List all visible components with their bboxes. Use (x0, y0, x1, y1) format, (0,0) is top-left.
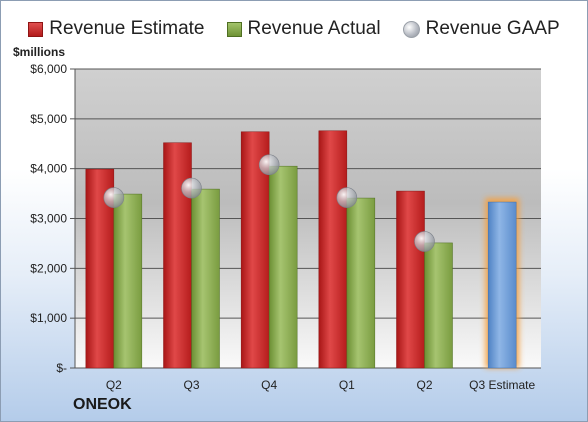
x-tick-label: Q4 (261, 378, 277, 392)
x-tick-label: Q1 (339, 378, 355, 392)
x-tick-label: Q2 (416, 378, 432, 392)
bar-revenue-actual (113, 193, 143, 369)
legend-swatch-gaap (402, 20, 420, 38)
x-tick-label: Q3 (183, 378, 199, 392)
bar-revenue-actual (268, 165, 298, 369)
y-tick-label: $1,000 (30, 311, 67, 325)
x-tick-label: Q2 (106, 378, 122, 392)
legend-entry-actual: Revenue Actual (226, 18, 381, 40)
legend-label-actual: Revenue Actual (247, 18, 381, 39)
bar-revenue-actual (191, 188, 220, 369)
marker-revenue-gaap (414, 231, 435, 252)
y-tick-label: $5,000 (30, 112, 67, 126)
y-tick-label: $2,000 (30, 261, 67, 275)
legend-swatch-actual (226, 21, 242, 37)
marker-revenue-gaap (103, 187, 125, 208)
legend-swatch-estimate (28, 21, 44, 37)
bar-revenue-estimate (318, 130, 348, 369)
y-tick-label: $- (56, 361, 67, 375)
legend-entry-estimate: Revenue Estimate (28, 18, 205, 40)
bar-revenue-actual (346, 197, 376, 369)
y-tick-label: $6,000 (30, 62, 67, 76)
legend: Revenue Estimate Revenue Actual Revenue … (1, 15, 587, 43)
bar-revenue-estimate (163, 142, 192, 369)
legend-entry-gaap: Revenue GAAP (402, 18, 560, 40)
legend-label-estimate: Revenue Estimate (49, 18, 205, 39)
x-tick-label: Q3 Estimate (469, 378, 535, 392)
y-tick-label: $4,000 (30, 162, 67, 176)
marker-revenue-gaap (336, 187, 358, 208)
bar-q3-estimate (487, 201, 517, 369)
y-unit-label: $millions (13, 45, 66, 59)
marker-revenue-gaap (258, 154, 280, 175)
y-tick-label: $3,000 (30, 212, 67, 226)
company-name: ONEOK (73, 396, 132, 413)
bar-revenue-estimate (396, 190, 425, 369)
bar-revenue-actual (424, 242, 453, 369)
marker-revenue-gaap (181, 177, 202, 199)
legend-label-gaap: Revenue GAAP (425, 18, 560, 39)
